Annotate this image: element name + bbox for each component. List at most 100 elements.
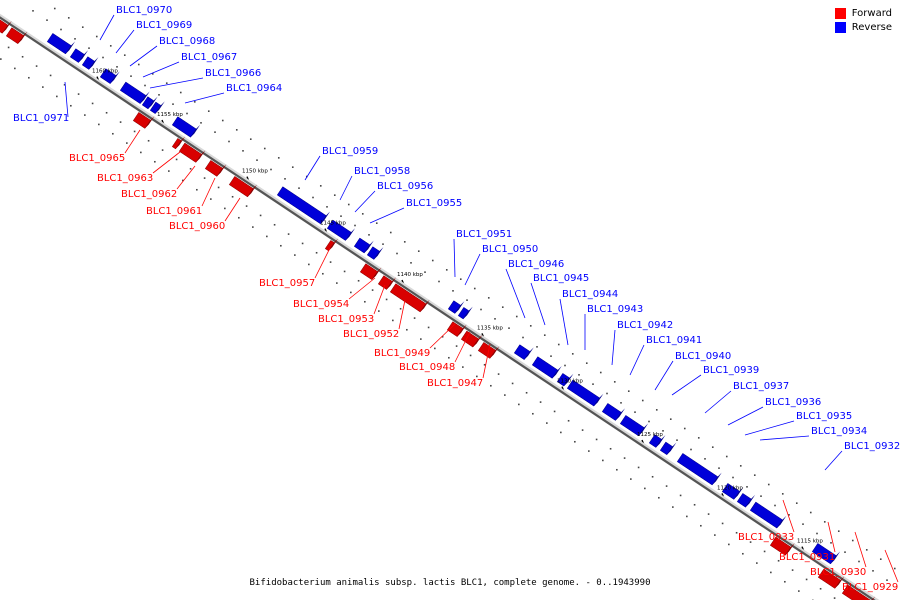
gene-label: BLC1_0964 bbox=[226, 83, 282, 94]
gene-label: BLC1_0956 bbox=[377, 181, 433, 192]
minor-tick bbox=[245, 205, 248, 207]
minor-tick bbox=[441, 335, 444, 338]
minor-tick bbox=[665, 485, 668, 487]
gene-feature bbox=[0, 19, 12, 34]
leader-line bbox=[64, 81, 69, 118]
minor-tick bbox=[641, 399, 644, 402]
minor-tick bbox=[214, 131, 216, 133]
minor-tick bbox=[774, 504, 776, 507]
minor-tick bbox=[315, 251, 318, 254]
leader-line bbox=[152, 151, 181, 174]
leader-line bbox=[824, 450, 843, 471]
gene-label: BLC1_0962 bbox=[121, 189, 177, 200]
minor-tick bbox=[126, 142, 128, 144]
minor-tick bbox=[546, 422, 548, 424]
minor-tick bbox=[473, 287, 476, 290]
minor-tick bbox=[410, 262, 412, 264]
minor-tick bbox=[494, 318, 496, 320]
minor-tick bbox=[658, 496, 660, 499]
minor-tick bbox=[742, 552, 744, 555]
kbp-tick-label: 1160 kbp bbox=[92, 69, 118, 75]
leader-line bbox=[314, 247, 331, 279]
minor-tick bbox=[784, 580, 786, 583]
gene-label: BLC1_0951 bbox=[456, 229, 512, 240]
minor-tick bbox=[417, 250, 420, 252]
minor-tick bbox=[592, 383, 594, 385]
gene-feature bbox=[477, 341, 500, 359]
leader-line bbox=[429, 323, 456, 349]
minor-tick bbox=[469, 354, 472, 357]
gene-label: BLC1_0968 bbox=[159, 36, 215, 47]
gene-feature bbox=[648, 434, 666, 448]
minor-tick bbox=[228, 140, 230, 143]
gene-label: BLC1_0940 bbox=[675, 351, 731, 362]
minor-tick bbox=[207, 110, 210, 112]
leader-line bbox=[505, 268, 526, 319]
minor-tick bbox=[424, 271, 426, 273]
gene-label: BLC1_0949 bbox=[374, 348, 430, 359]
gene-feature bbox=[228, 175, 258, 198]
gene-label: BLC1_0960 bbox=[169, 221, 225, 232]
backbone bbox=[0, 13, 880, 600]
gene-feature bbox=[817, 568, 845, 589]
leader-line bbox=[854, 531, 867, 568]
minor-tick bbox=[704, 458, 706, 460]
leader-line bbox=[184, 92, 225, 104]
gene-feature bbox=[141, 96, 158, 110]
minor-tick bbox=[280, 244, 282, 247]
minor-tick bbox=[294, 254, 296, 256]
gene-feature bbox=[359, 263, 382, 281]
minor-tick bbox=[168, 170, 170, 172]
minor-tick bbox=[287, 233, 290, 235]
minor-tick bbox=[77, 93, 80, 95]
leader-line bbox=[671, 374, 702, 396]
minor-tick bbox=[249, 138, 252, 140]
minor-tick bbox=[459, 278, 462, 280]
minor-tick bbox=[655, 409, 658, 411]
minor-tick bbox=[91, 102, 94, 105]
kbp-tick-label: 1150 kbp bbox=[242, 169, 268, 175]
gene-feature bbox=[353, 237, 374, 254]
gene-feature bbox=[69, 48, 89, 63]
minor-tick bbox=[543, 334, 546, 336]
kbp-tick-label: 1145 kbp bbox=[320, 221, 346, 227]
gene-feature bbox=[149, 101, 165, 115]
gene-label: BLC1_0958 bbox=[354, 166, 410, 177]
minor-tick bbox=[620, 402, 622, 404]
minor-tick bbox=[406, 328, 408, 331]
gene-feature bbox=[204, 159, 227, 177]
gene-label: BLC1_0944 bbox=[562, 289, 618, 300]
minor-tick bbox=[284, 178, 286, 180]
leader-line bbox=[759, 435, 810, 441]
gene-feature bbox=[366, 246, 384, 260]
gene-label: BLC1_0932 bbox=[844, 441, 900, 452]
leader-line bbox=[704, 390, 732, 414]
leader-line bbox=[369, 207, 405, 224]
gene-feature bbox=[119, 81, 150, 104]
minor-tick bbox=[277, 157, 280, 159]
leader-line bbox=[454, 331, 471, 363]
gene-label: BLC1_0935 bbox=[796, 411, 852, 422]
gene-label: BLC1_0931 bbox=[779, 552, 835, 563]
leader-line bbox=[115, 29, 135, 54]
gene-label: BLC1_0957 bbox=[259, 278, 315, 289]
kbp-tick-label: 1115 kbp bbox=[797, 539, 823, 545]
minor-tick bbox=[448, 356, 450, 359]
gene-feature bbox=[619, 415, 649, 437]
minor-tick bbox=[872, 570, 874, 572]
minor-tick bbox=[438, 280, 440, 283]
leader-line bbox=[129, 45, 158, 67]
leader-line bbox=[176, 165, 196, 190]
minor-tick bbox=[179, 91, 182, 94]
minor-tick bbox=[375, 222, 378, 224]
leader-line bbox=[304, 155, 321, 181]
minor-tick bbox=[235, 129, 238, 131]
minor-tick bbox=[165, 82, 168, 84]
minor-tick bbox=[123, 54, 126, 56]
minor-tick bbox=[753, 474, 756, 476]
forward-swatch bbox=[834, 8, 846, 19]
gene-label: BLC1_0952 bbox=[343, 329, 399, 340]
minor-tick bbox=[571, 353, 574, 355]
minor-tick bbox=[238, 216, 240, 219]
